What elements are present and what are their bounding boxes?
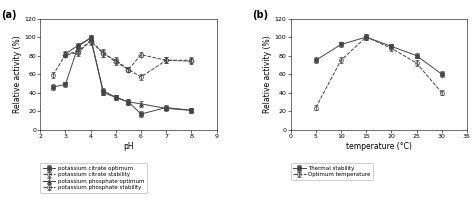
X-axis label: temperature (°C): temperature (°C)	[346, 142, 412, 151]
Text: (a): (a)	[1, 10, 17, 20]
Legend: potassium citrate optimum, potassium citrate stability, potassium phosphate opti: potassium citrate optimum, potassium cit…	[40, 163, 147, 193]
Y-axis label: Relative activity (%): Relative activity (%)	[263, 35, 272, 113]
X-axis label: pH: pH	[123, 142, 134, 151]
Y-axis label: Relative activity (%): Relative activity (%)	[13, 35, 22, 113]
Legend: Thermal stability, Optimum temperature: Thermal stability, Optimum temperature	[291, 163, 373, 180]
Text: (b): (b)	[252, 10, 268, 20]
